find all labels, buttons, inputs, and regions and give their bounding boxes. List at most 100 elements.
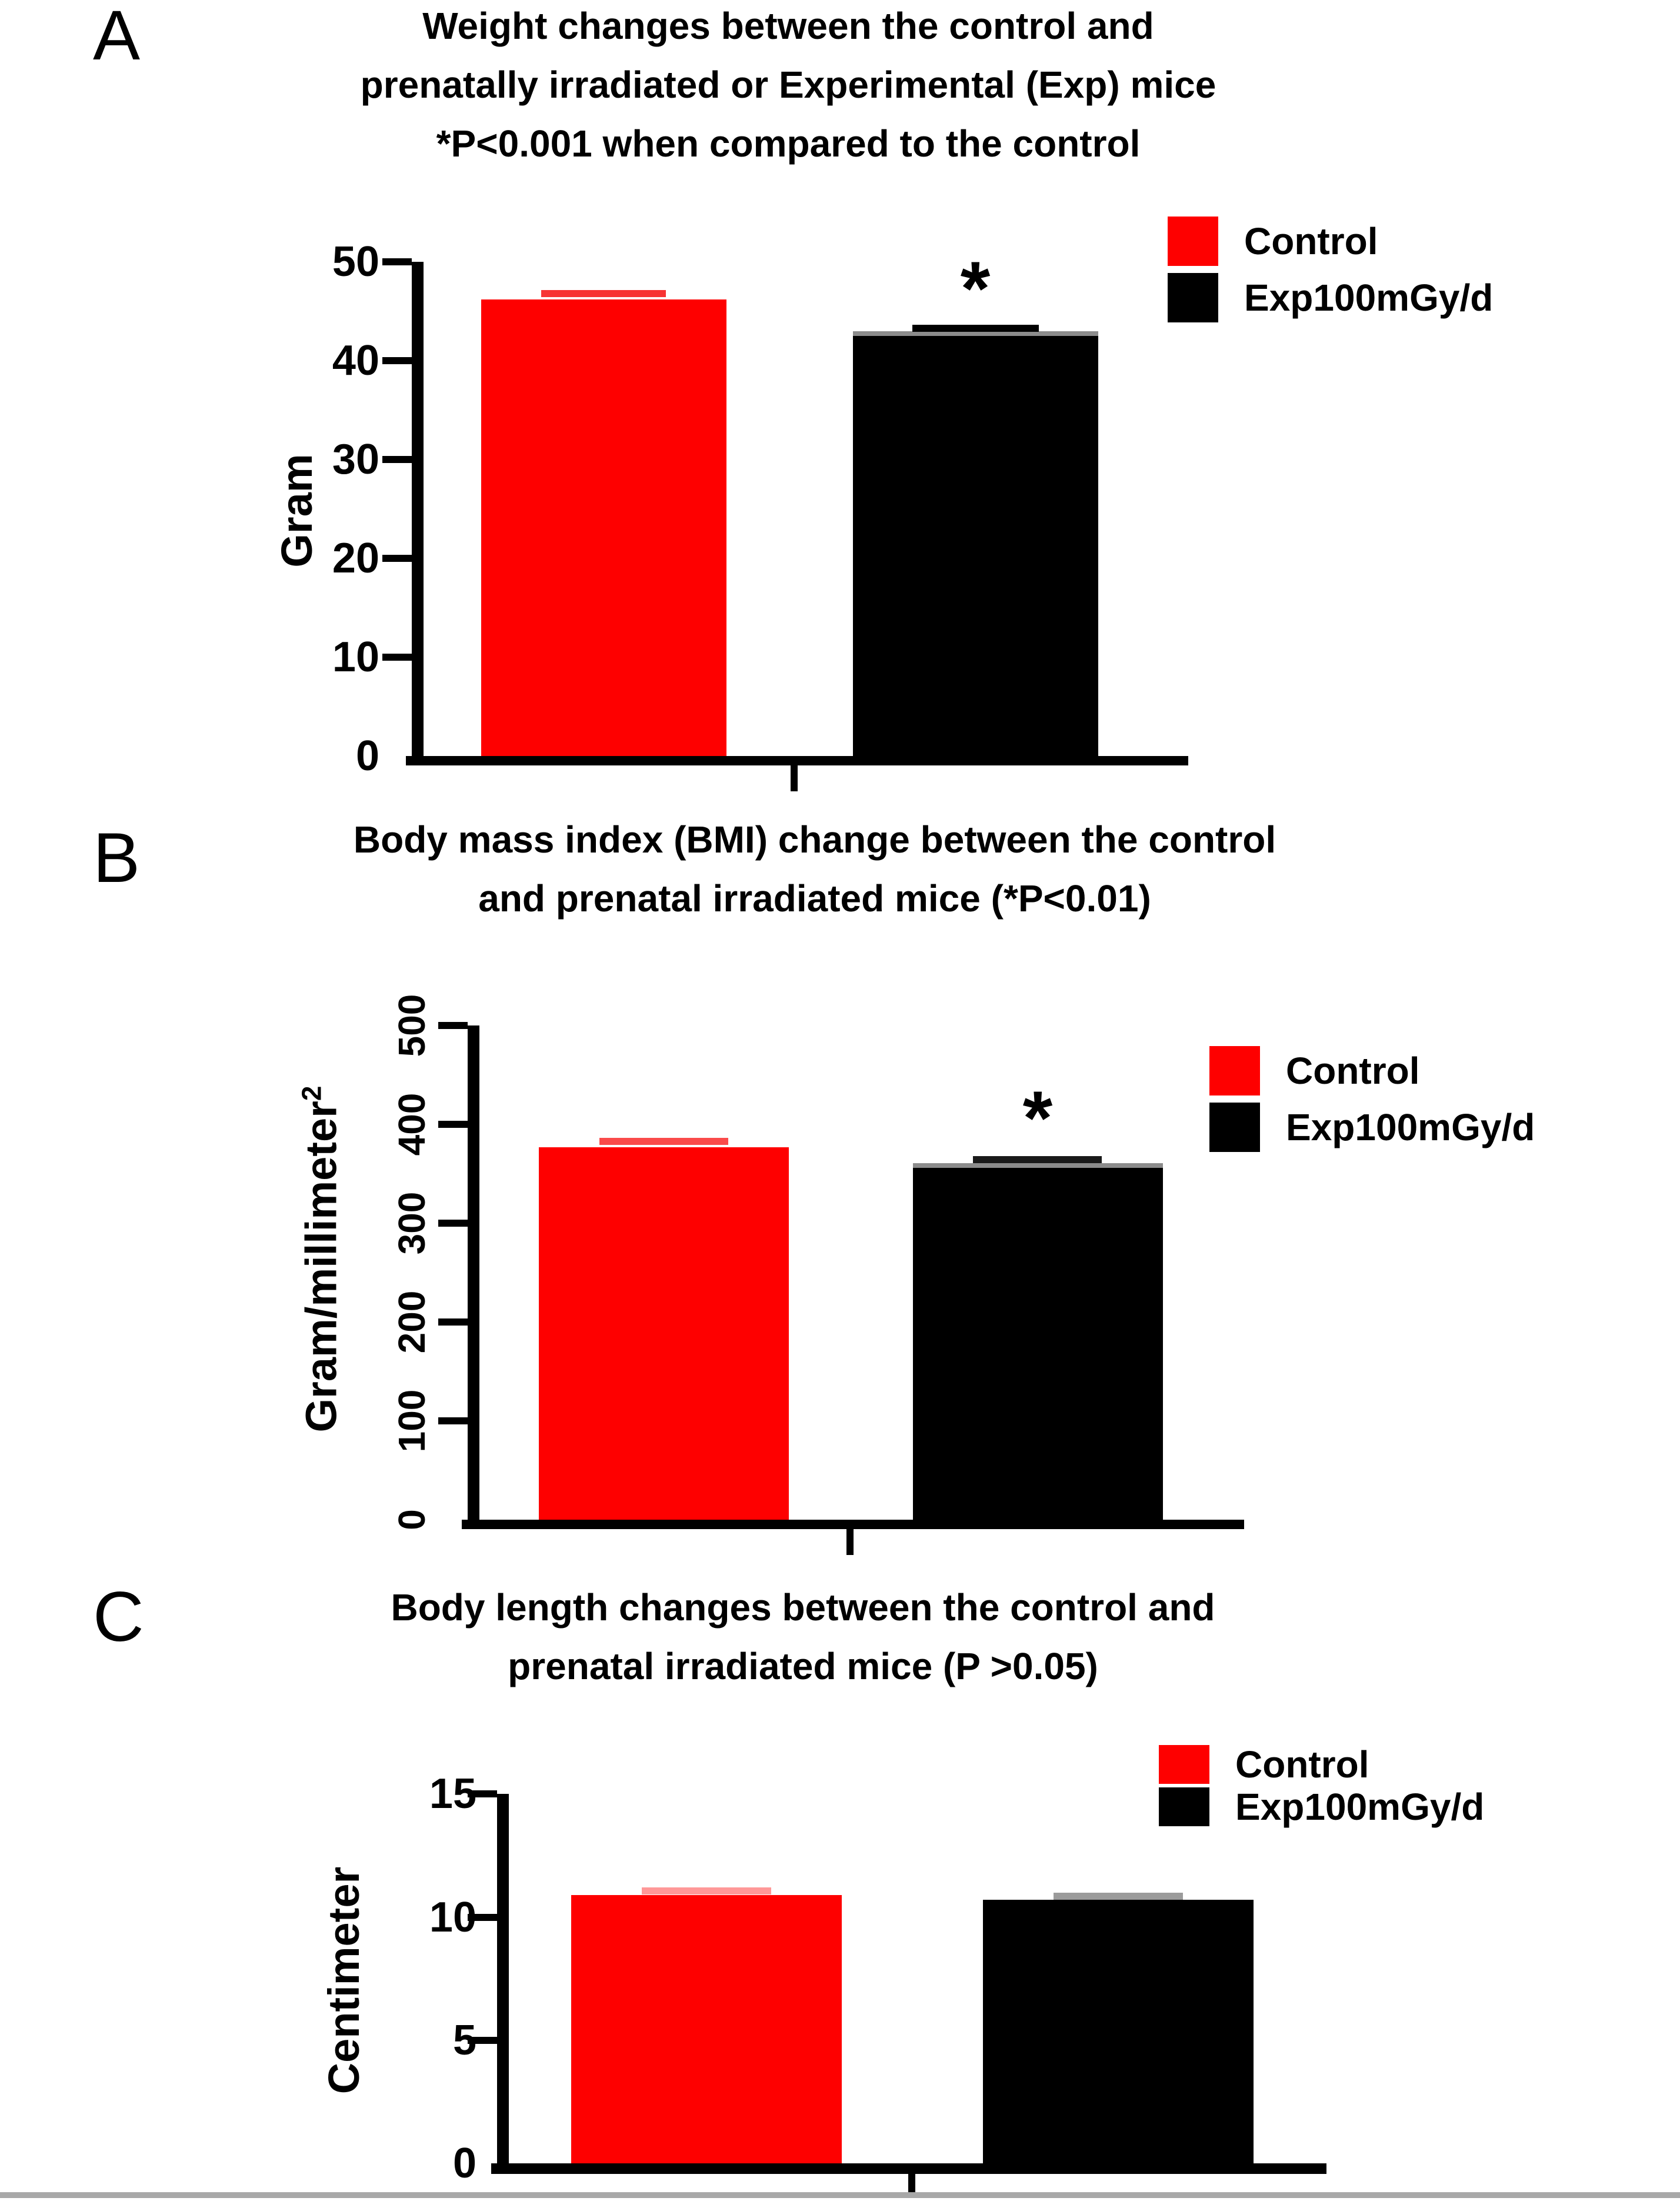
panel-c-y-axis-label-text: Centimeter: [319, 1866, 368, 2095]
control-color-swatch: [1209, 1046, 1260, 1095]
panel-b-tick-200: [438, 1318, 468, 1326]
panel-b-y-axis-label-text: Gram/millimeter: [296, 1101, 346, 1433]
panel-c-y-axis: [497, 1794, 509, 2174]
legend-item-control: Control: [1168, 217, 1493, 266]
panel-a-tick-40: [382, 357, 412, 364]
bar-control-weight: [481, 299, 726, 756]
legend-item-control: Control: [1209, 1046, 1535, 1095]
panel-a-plot-area: *: [406, 250, 1188, 756]
panel-c-tick-5: [468, 2037, 497, 2044]
significance-asterisk-a: *: [960, 245, 991, 331]
panel-a-tick-30: [382, 456, 412, 463]
panel-b-tick-label-400: 400: [391, 1093, 433, 1156]
legend-item-exp: Exp100mGy/d: [1168, 273, 1493, 322]
panel-b-y-axis-label-sup: 2: [296, 1085, 327, 1101]
panel-b-tick-100: [438, 1417, 468, 1424]
control-color-swatch: [1159, 1745, 1209, 1784]
bar-exp-bmi-top-edge: [913, 1163, 1163, 1168]
panel-b-x-tick: [846, 1529, 854, 1555]
panel-a-title-line1: Weight changes between the control and: [422, 5, 1154, 47]
panel-a-y-axis-label: Gram: [272, 454, 321, 568]
legend-label-control: Control: [1235, 1743, 1369, 1786]
panel-a-tick-20: [382, 555, 412, 562]
panel-a-tick-50: [382, 258, 412, 265]
panel-b-y-axis: [468, 1025, 479, 1529]
exp-color-swatch: [1168, 273, 1218, 322]
bar-control-bmi: [539, 1147, 789, 1520]
panel-b-title: Body mass index (BMI) change between the…: [253, 810, 1376, 928]
panel-a-y-axis: [412, 262, 424, 765]
panel-c-tick-label-15: 15: [429, 1770, 476, 1817]
panel-b-title-line1: Body mass index (BMI) change between the…: [353, 818, 1276, 861]
panel-c-tick-label-0: 0: [452, 2140, 476, 2187]
panel-b-tick-label-0: 0: [391, 1509, 433, 1530]
panel-a-x-axis: [406, 756, 1188, 765]
exp-color-swatch: [1159, 1787, 1209, 1826]
panel-b-x-axis: [462, 1520, 1244, 1529]
panel-a-title-line3: *P<0.001 when compared to the control: [436, 122, 1141, 165]
panel-b-plot-area: *: [462, 1025, 1244, 1520]
significance-asterisk-b: *: [1022, 1075, 1053, 1161]
panel-b-tick-label-500: 500: [391, 994, 433, 1057]
panel-c-title-line2: prenatal irradiated mice (P >0.05): [508, 1645, 1098, 1687]
bar-exp-weight-top-edge: [853, 331, 1098, 336]
legend-label-control: Control: [1244, 220, 1378, 262]
exp-color-swatch: [1209, 1103, 1260, 1152]
error-bar-exp-length: [1054, 1892, 1183, 1900]
panel-c-title: Body length changes between the control …: [247, 1578, 1359, 1696]
panel-a-tick-label-40: 40: [332, 337, 379, 384]
bar-control-length: [571, 1894, 842, 2163]
legend-label-exp: Exp100mGy/d: [1286, 1106, 1535, 1148]
panel-a-tick-label-30: 30: [332, 436, 379, 483]
panel-c-tick-15: [468, 1790, 497, 1797]
panel-b-y-axis-label: Gram/millimeter2: [296, 1085, 346, 1433]
error-bar-control-weight: [541, 289, 666, 297]
panel-a-tick-label-10: 10: [332, 634, 379, 681]
bar-exp-weight: [853, 336, 1098, 756]
error-bar-control-bmi: [599, 1137, 728, 1145]
control-color-swatch: [1168, 217, 1218, 266]
legend-label-exp: Exp100mGy/d: [1235, 1786, 1485, 1828]
panel-b-title-line2: and prenatal irradiated mice (*P<0.01): [478, 877, 1151, 920]
panel-a-tick-10: [382, 654, 412, 661]
panel-a-tick-label-0: 0: [355, 732, 379, 780]
legend-item-exp: Exp100mGy/d: [1209, 1103, 1535, 1152]
legend-label-control: Control: [1286, 1050, 1420, 1092]
panel-a-tick-label-50: 50: [332, 238, 379, 285]
panel-b-tick-label-300: 300: [391, 1191, 433, 1255]
page-bottom-divider: [0, 2192, 1680, 2198]
panel-c-tick-10: [468, 1914, 497, 1921]
error-bar-exp-weight: [912, 324, 1039, 332]
bar-exp-bmi: [913, 1167, 1163, 1520]
panel-b-tick-label-100: 100: [391, 1389, 433, 1453]
panel-c-tick-label-5: 5: [452, 2017, 476, 2064]
panel-a-title-line2: prenatally irradiated or Experimental (E…: [360, 64, 1216, 106]
panel-c-title-line1: Body length changes between the control …: [391, 1586, 1215, 1629]
bar-exp-length: [983, 1900, 1254, 2163]
error-bar-control-length: [642, 1887, 771, 1895]
error-bar-exp-bmi: [973, 1156, 1102, 1164]
panel-a-legend: Control Exp100mGy/d: [1168, 217, 1493, 322]
panel-b-tick-500: [438, 1022, 468, 1029]
panel-b-letter: B: [93, 818, 141, 897]
panel-a-letter: A: [93, 0, 141, 75]
panel-c-legend: Control Exp100mGy/d: [1159, 1745, 1484, 1826]
panel-c-tick-label-10: 10: [429, 1894, 476, 1941]
panel-c-letter: C: [93, 1577, 144, 1656]
legend-item-control: Control: [1159, 1745, 1484, 1784]
panel-b-tick-400: [438, 1121, 468, 1128]
panel-c-plot-area: [491, 1794, 1326, 2163]
panel-a-tick-label-20: 20: [332, 535, 379, 582]
panel-a-title: Weight changes between the control and p…: [250, 0, 1326, 173]
panel-c-x-tick: [908, 2174, 915, 2197]
panel-b-legend: Control Exp100mGy/d: [1209, 1046, 1535, 1152]
panel-b-tick-300: [438, 1220, 468, 1227]
panel-a-y-axis-label-text: Gram: [272, 454, 321, 568]
panel-c-y-axis-label: Centimeter: [319, 1866, 368, 2095]
panel-a-x-tick: [791, 765, 798, 791]
legend-label-exp: Exp100mGy/d: [1244, 277, 1494, 319]
panel-c-x-axis: [491, 2163, 1326, 2174]
panel-b-tick-label-200: 200: [391, 1290, 433, 1354]
legend-item-exp: Exp100mGy/d: [1159, 1787, 1484, 1826]
